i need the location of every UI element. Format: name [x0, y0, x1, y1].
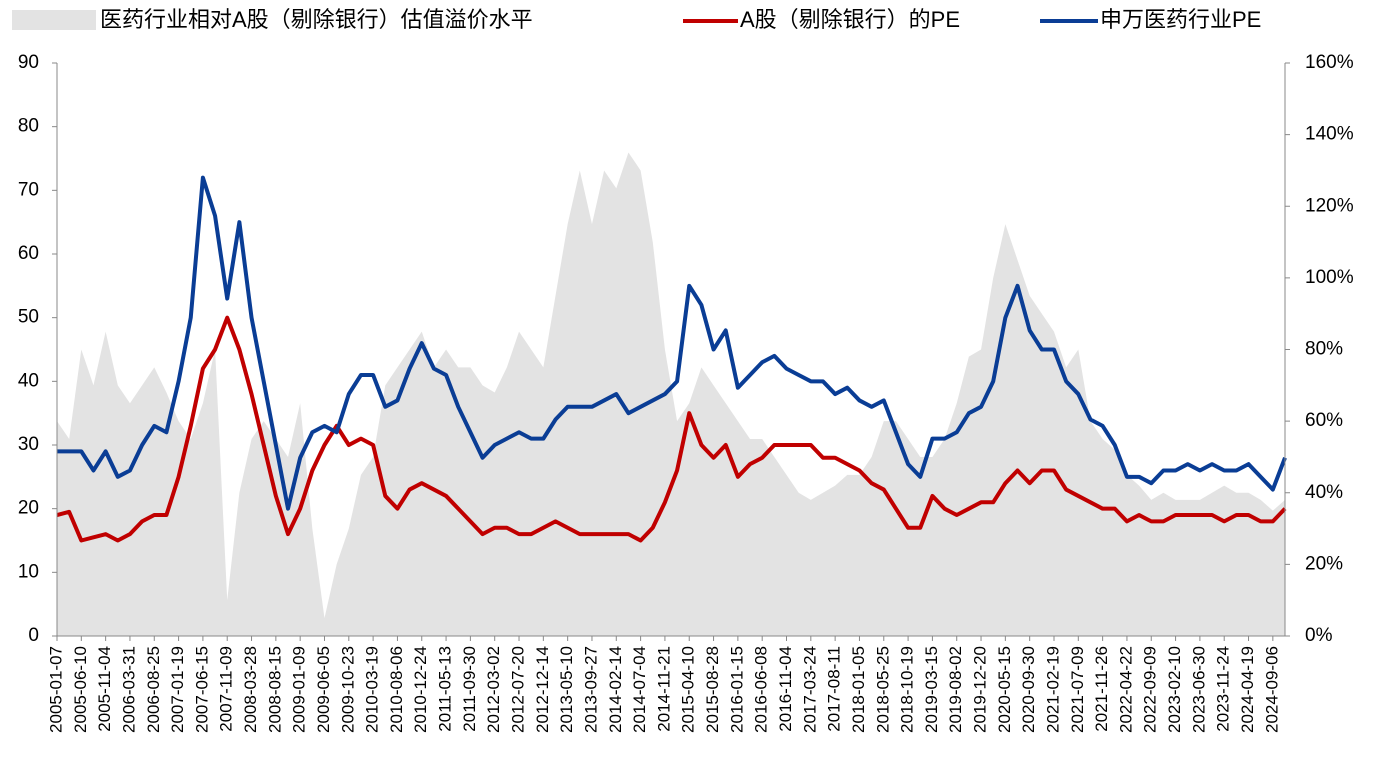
- x-tick-label: 2019-08-02: [946, 646, 965, 733]
- x-tick-label: 2011-05-13: [436, 646, 455, 732]
- x-tick-label: 2015-08-28: [703, 646, 722, 733]
- y-tick-label: 20: [18, 498, 39, 519]
- y2-tick-label: 40%: [1305, 482, 1343, 503]
- x-tick-label: 2015-04-10: [679, 646, 698, 733]
- x-tick-label: 2005-01-07: [46, 646, 65, 733]
- x-tick-label: 2006-03-31: [119, 646, 138, 733]
- x-tick-label: 2016-06-08: [752, 646, 771, 733]
- x-tick-label: 2017-03-24: [800, 646, 819, 733]
- x-tick-label: 2023-11-24: [1214, 646, 1233, 732]
- area: [57, 152, 1285, 636]
- legend-label: 申万医药行业PE: [1100, 7, 1261, 32]
- y-tick-label: 90: [18, 52, 39, 73]
- x-tick-label: 2014-07-04: [630, 646, 649, 733]
- y-tick-label: 80: [18, 116, 39, 137]
- y2-tick-label: 100%: [1305, 267, 1354, 288]
- x-tick-label: 2017-08-11: [825, 646, 844, 732]
- x-tick-label: 2021-07-09: [1068, 646, 1087, 733]
- x-tick-label: 2021-02-19: [1043, 646, 1062, 733]
- y2-tick-label: 140%: [1305, 124, 1354, 145]
- y-tick-label: 30: [18, 434, 39, 455]
- x-tick-label: 2016-11-04: [776, 646, 795, 732]
- x-tick-label: 2010-12-24: [411, 646, 430, 733]
- x-tick-label: 2012-12-14: [533, 646, 552, 733]
- x-tick-label: 2012-07-20: [509, 646, 528, 733]
- legend-label: 医药行业相对A股（剔除银行）估值溢价水平: [100, 7, 533, 32]
- x-tick-label: 2008-08-15: [265, 646, 284, 733]
- x-tick-label: 2021-11-26: [1092, 646, 1111, 732]
- legend: 医药行业相对A股（剔除银行）估值溢价水平 A股（剔除银行）的PE 申万医药行业P…: [12, 7, 1261, 32]
- y2-tick-label: 0%: [1305, 625, 1333, 646]
- line: [56, 315, 1287, 543]
- line: [57, 175, 1287, 511]
- y2-tick-label: 160%: [1305, 52, 1354, 73]
- y2-tick-label: 120%: [1305, 195, 1354, 216]
- x-tick-label: 2022-09-09: [1141, 646, 1160, 733]
- x-tick-label: 2008-03-28: [241, 646, 260, 733]
- x-tick-label: 2024-09-06: [1262, 646, 1281, 733]
- x-tick-label: 2024-04-19: [1238, 646, 1257, 733]
- x-tick-label: 2006-08-25: [144, 646, 163, 733]
- x-tick-label: 2020-09-30: [1019, 646, 1038, 733]
- x-tick-label: 2014-11-21: [654, 646, 673, 732]
- x-tick-label: 2009-10-23: [338, 646, 357, 733]
- x-tick-label: 2009-06-05: [314, 646, 333, 733]
- x-tick-label: 2010-03-19: [363, 646, 382, 733]
- y-tick-label: 70: [18, 179, 39, 200]
- x-tick-label: 2018-05-25: [873, 646, 892, 733]
- x-tick-label: 2007-01-19: [168, 646, 187, 733]
- x-tick-label: 2019-12-20: [971, 646, 990, 733]
- y-tick-label: 0: [28, 625, 39, 646]
- y-tick-label: 50: [18, 307, 39, 328]
- legend-swatch: [12, 10, 96, 30]
- legend-label: A股（剔除银行）的PE: [740, 7, 960, 32]
- x-tick-label: 2012-03-02: [484, 646, 503, 733]
- x-tick-label: 2020-05-15: [995, 646, 1014, 733]
- y2-tick-label: 60%: [1305, 410, 1343, 431]
- y-tick-label: 60: [18, 243, 39, 264]
- y-tick-label: 10: [18, 561, 39, 582]
- x-tick-label: 2007-06-15: [192, 646, 211, 733]
- x-tick-label: 2007-11-09: [217, 646, 236, 732]
- x-tick-label: 2023-02-10: [1165, 646, 1184, 733]
- x-tick-label: 2005-11-04: [95, 646, 114, 732]
- x-tick-label: 2011-09-30: [460, 646, 479, 732]
- x-tick-label: 2022-04-22: [1116, 646, 1135, 733]
- x-tick-label: 2005-06-10: [71, 646, 90, 733]
- x-tick-label: 2013-09-27: [581, 646, 600, 733]
- x-tick-label: 2018-01-05: [849, 646, 868, 733]
- x-tick-label: 2018-10-19: [898, 646, 917, 733]
- x-tick-label: 2019-03-15: [922, 646, 941, 733]
- y-tick-label: 40: [18, 370, 39, 391]
- y2-tick-label: 80%: [1305, 339, 1343, 360]
- x-tick-label: 2010-08-06: [387, 646, 406, 733]
- plot-area: [56, 152, 1287, 636]
- x-tick-label: 2023-06-30: [1189, 646, 1208, 733]
- x-tick-label: 2016-01-15: [727, 646, 746, 733]
- y2-tick-label: 20%: [1305, 553, 1343, 574]
- x-tick-label: 2009-01-09: [290, 646, 309, 733]
- x-tick-label: 2013-05-10: [557, 646, 576, 733]
- x-tick-label: 2014-02-14: [606, 646, 625, 733]
